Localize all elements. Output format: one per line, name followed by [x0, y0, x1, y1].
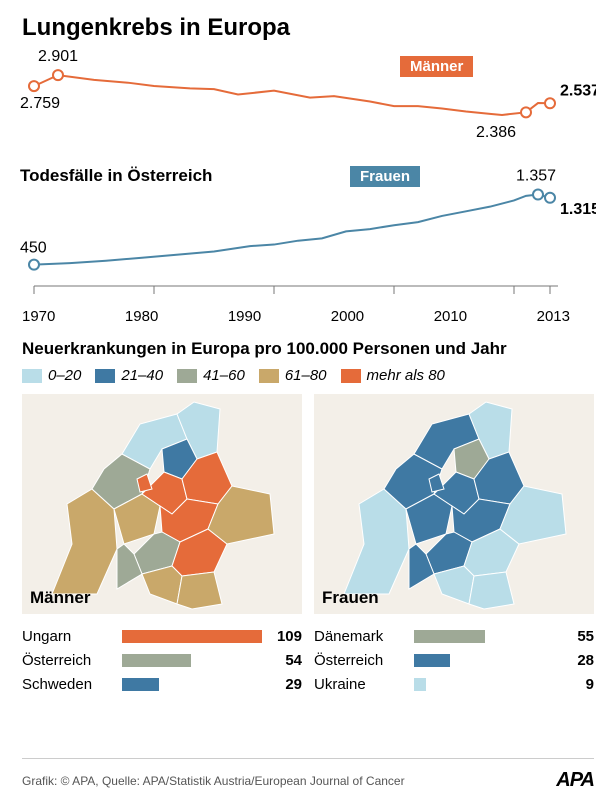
- ranking-value: 55: [554, 628, 594, 645]
- map-label: Frauen: [322, 588, 379, 608]
- ranking-bar: [122, 654, 191, 667]
- ranking-value: 28: [554, 652, 594, 669]
- legend-item: 41–60: [177, 367, 245, 384]
- color-legend: 0–20 21–40 41–60 61–80 mehr als 80: [0, 367, 616, 394]
- ranking-bar: [414, 654, 450, 667]
- x-axis-labels: 1970 1980 1990 2000 2010 2013: [22, 308, 570, 325]
- ranking-row: Schweden 29: [22, 672, 302, 696]
- legend-swatch: [22, 369, 42, 383]
- apa-logo: APA: [556, 769, 594, 792]
- ranking-row: Ungarn 109: [22, 624, 302, 648]
- map-svg: [314, 394, 594, 614]
- x-tick-label: 2010: [434, 308, 467, 325]
- ranking-value: 54: [262, 652, 302, 669]
- ranking-bar-wrap: [122, 654, 262, 667]
- ranking-table: Ungarn 109 Österreich 54 Schweden 29: [22, 624, 302, 696]
- legend-swatch: [259, 369, 279, 383]
- map-panel: Frauen Dänemark 55 Österreich 28 Ukraine 9: [314, 394, 594, 696]
- map-panel: Männer Ungarn 109 Österreich 54 Schweden 29: [22, 394, 302, 696]
- ranking-name: Ukraine: [314, 676, 414, 693]
- x-tick-label: 1980: [125, 308, 158, 325]
- ranking-name: Österreich: [22, 652, 122, 669]
- x-tick-label: 1970: [22, 308, 55, 325]
- legend-swatch: [95, 369, 115, 383]
- ranking-row: Österreich 28: [314, 648, 594, 672]
- ranking-bar: [122, 630, 262, 643]
- legend-swatch: [177, 369, 197, 383]
- footer-credit: Grafik: © APA, Quelle: APA/Statistik Aus…: [22, 774, 405, 788]
- legend-label: mehr als 80: [367, 367, 445, 384]
- map-label: Männer: [30, 588, 90, 608]
- legend-item: mehr als 80: [341, 367, 445, 384]
- map-box: Männer: [22, 394, 302, 614]
- legend-swatch: [341, 369, 361, 383]
- map-svg: [22, 394, 302, 614]
- svg-text:1.315: 1.315: [560, 201, 596, 218]
- series-label: Frauen: [350, 166, 420, 187]
- ranking-name: Österreich: [314, 652, 414, 669]
- ranking-table: Dänemark 55 Österreich 28 Ukraine 9: [314, 624, 594, 696]
- x-tick-label: 1990: [228, 308, 261, 325]
- ranking-value: 109: [262, 628, 302, 645]
- line-chart: 2.759 2.901 2.386 2.537 450 1.3571.315 Männer…: [20, 46, 596, 306]
- ranking-name: Dänemark: [314, 628, 414, 645]
- svg-text:2.759: 2.759: [20, 95, 60, 112]
- deaths-subtitle: Todesfälle in Österreich: [20, 166, 212, 186]
- ranking-bar-wrap: [122, 630, 262, 643]
- x-tick-label: 2013: [537, 308, 570, 325]
- ranking-row: Österreich 54: [22, 648, 302, 672]
- ranking-bar: [122, 678, 159, 691]
- ranking-bar-wrap: [414, 654, 554, 667]
- svg-text:1.357: 1.357: [516, 168, 556, 185]
- map-box: Frauen: [314, 394, 594, 614]
- svg-text:2.537: 2.537: [560, 82, 596, 99]
- maps-container: Männer Ungarn 109 Österreich 54 Schweden 29 Fra…: [0, 394, 616, 696]
- svg-text:2.386: 2.386: [476, 124, 516, 141]
- legend-label: 21–40: [121, 367, 163, 384]
- ranking-bar-wrap: [414, 630, 554, 643]
- ranking-value: 29: [262, 676, 302, 693]
- legend-item: 61–80: [259, 367, 327, 384]
- ranking-bar-wrap: [414, 678, 554, 691]
- svg-text:2.901: 2.901: [38, 48, 78, 65]
- svg-text:450: 450: [20, 240, 47, 257]
- x-tick-label: 2000: [331, 308, 364, 325]
- ranking-value: 9: [554, 676, 594, 693]
- footer: Grafik: © APA, Quelle: APA/Statistik Aus…: [22, 758, 594, 792]
- series-label: Männer: [400, 56, 473, 77]
- legend-label: 0–20: [48, 367, 81, 384]
- ranking-bar-wrap: [122, 678, 262, 691]
- legend-label: 61–80: [285, 367, 327, 384]
- legend-item: 0–20: [22, 367, 81, 384]
- ranking-bar: [414, 678, 426, 691]
- ranking-name: Schweden: [22, 676, 122, 693]
- ranking-bar: [414, 630, 485, 643]
- page-title: Lungenkrebs in Europa: [0, 0, 616, 46]
- legend-label: 41–60: [203, 367, 245, 384]
- ranking-name: Ungarn: [22, 628, 122, 645]
- ranking-row: Dänemark 55: [314, 624, 594, 648]
- map-section-title: Neuerkrankungen in Europa pro 100.000 Pe…: [0, 325, 616, 367]
- ranking-row: Ukraine 9: [314, 672, 594, 696]
- legend-item: 21–40: [95, 367, 163, 384]
